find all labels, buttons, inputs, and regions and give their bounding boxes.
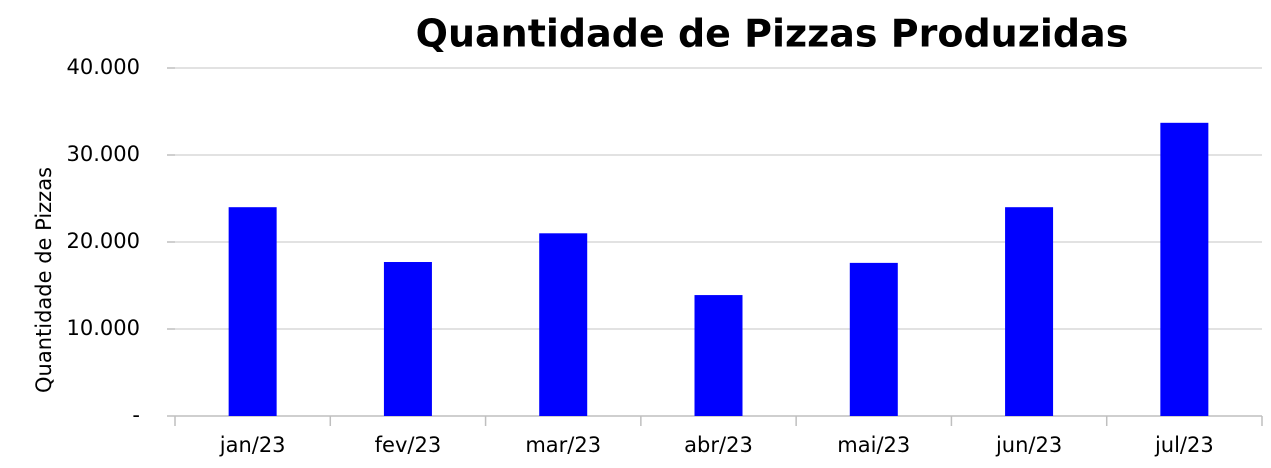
y-tick-label: - xyxy=(132,403,140,427)
chart-title: Quantidade de Pizzas Produzidas xyxy=(416,12,1129,56)
x-tick-label: abr/23 xyxy=(684,433,753,457)
y-tick-label: 40.000 xyxy=(67,55,140,79)
y-tick-label: 10.000 xyxy=(67,316,140,340)
x-tick-label: mai/23 xyxy=(837,433,910,457)
x-tick-label: mar/23 xyxy=(525,433,601,457)
x-tick-label: jun/23 xyxy=(995,433,1062,457)
x-tick-label: fev/23 xyxy=(375,433,442,457)
y-axis-label: Quantidade de Pizzas xyxy=(32,167,56,393)
x-tick-label: jul/23 xyxy=(1154,433,1214,457)
bar xyxy=(1160,122,1209,416)
bar xyxy=(228,207,277,416)
bar xyxy=(849,262,898,416)
bar xyxy=(539,233,588,416)
y-tick-label: 30.000 xyxy=(67,142,140,166)
bar xyxy=(383,262,432,416)
bar xyxy=(1005,207,1054,416)
x-tick-label: jan/23 xyxy=(219,433,286,457)
y-tick-label: 20.000 xyxy=(67,229,140,253)
bar xyxy=(694,295,743,416)
